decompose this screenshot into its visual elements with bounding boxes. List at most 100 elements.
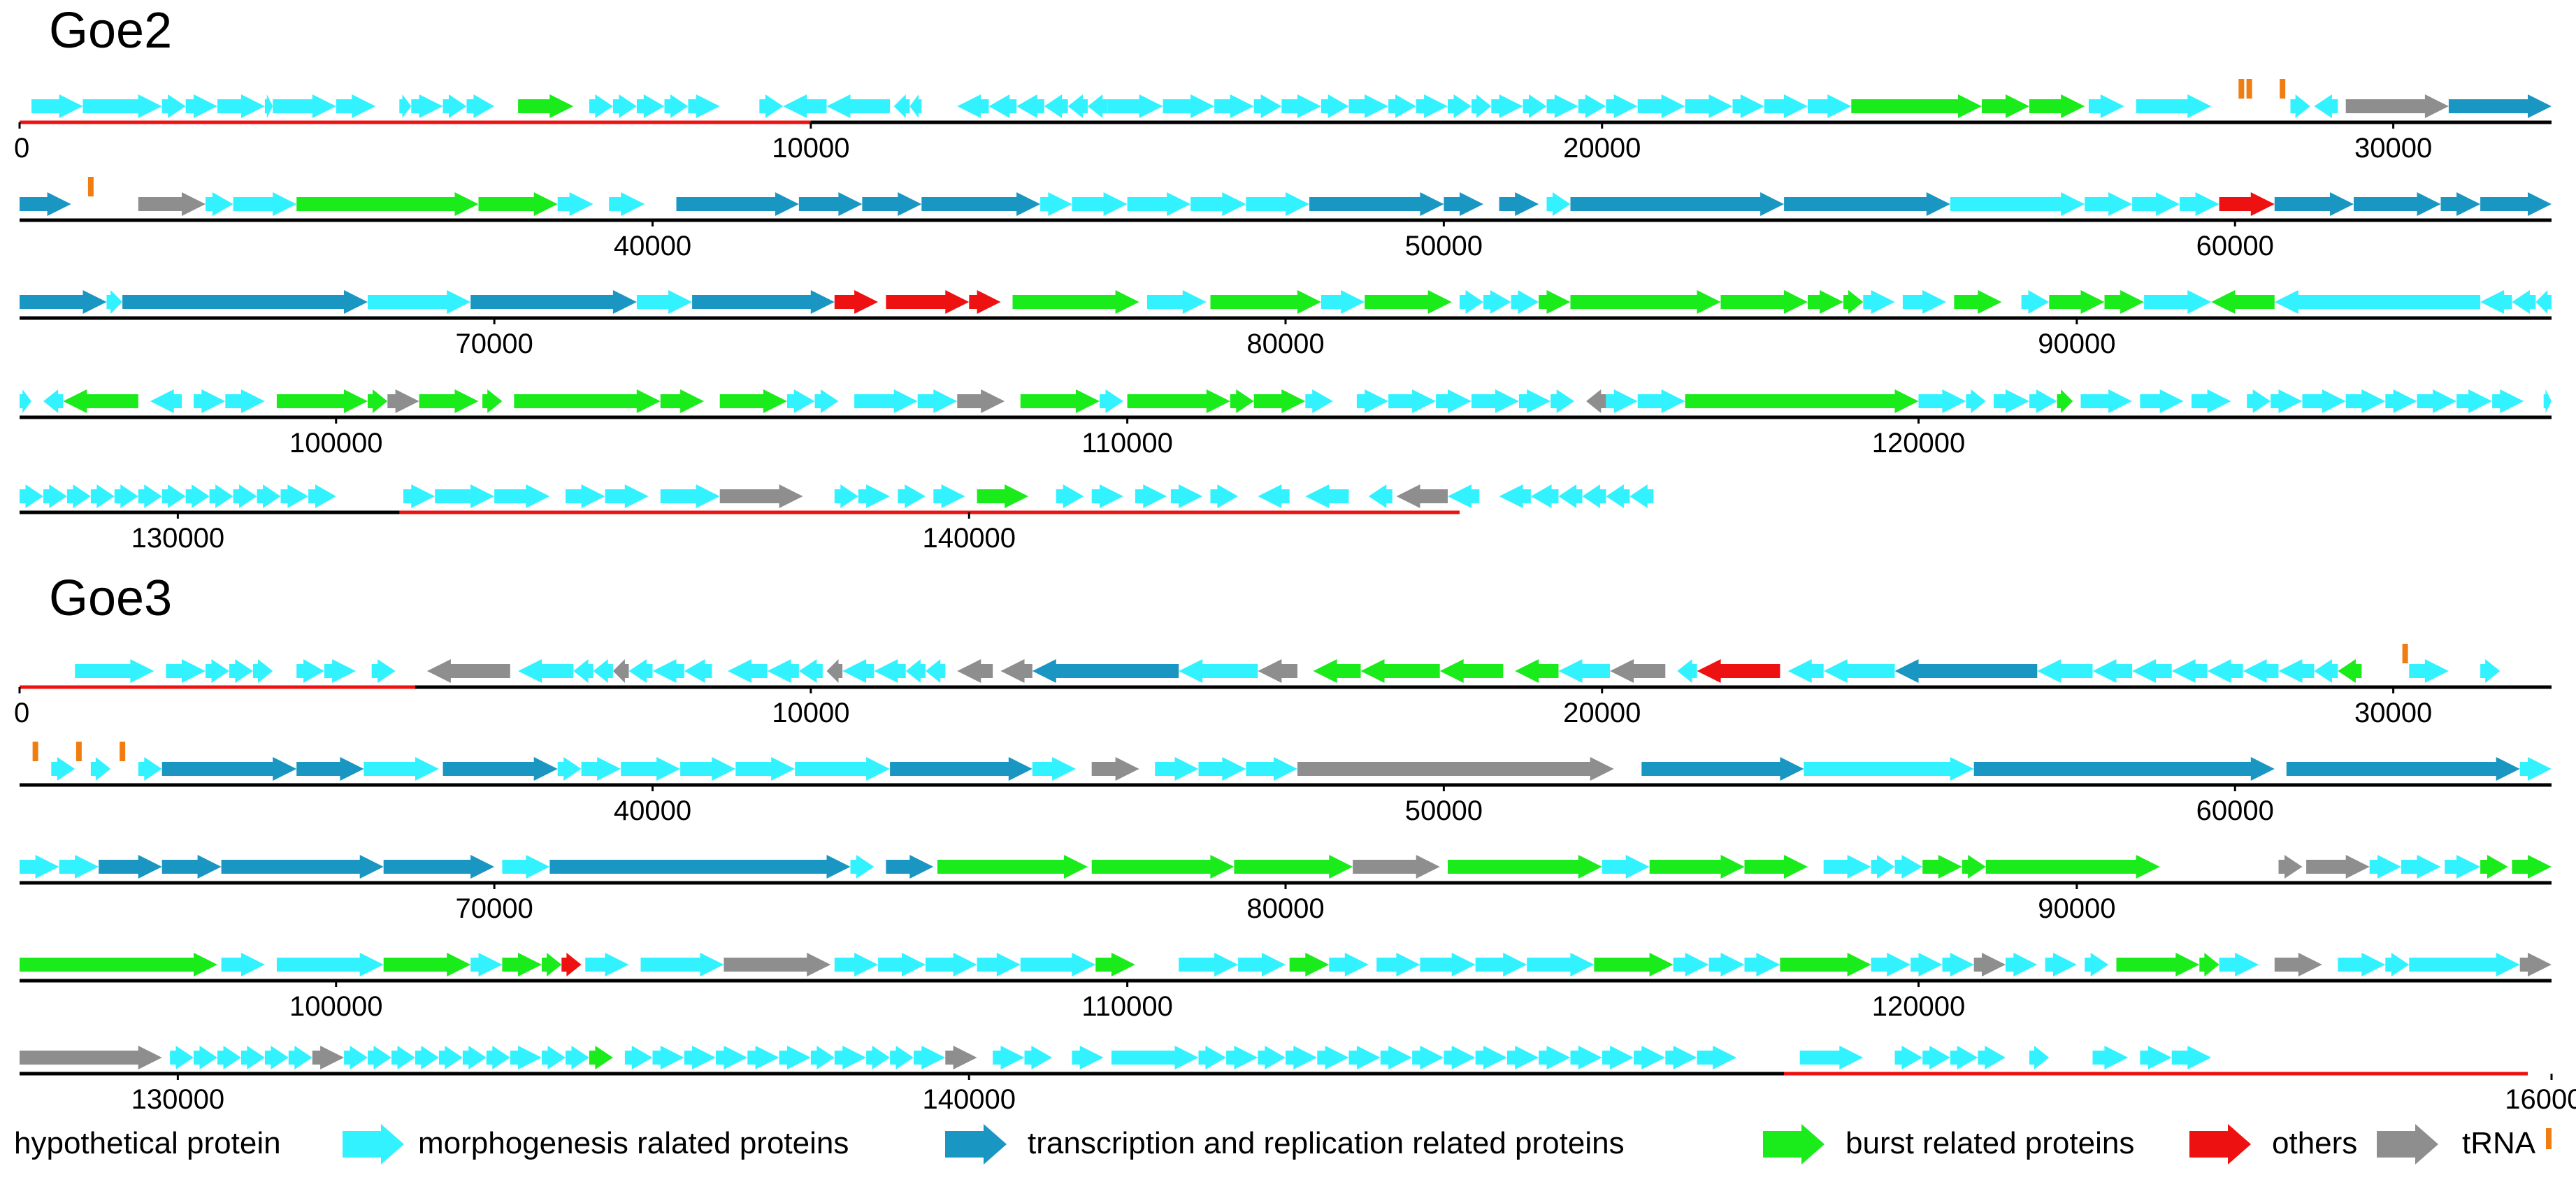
gene-arrow-transcription xyxy=(1020,389,1100,413)
gene-arrow-hypothetical xyxy=(1966,389,1986,413)
gene-arrow-transcription xyxy=(2480,855,2508,879)
gene-arrow-hypothetical xyxy=(566,484,605,508)
gene-arrow-hypothetical xyxy=(1135,484,1167,508)
gene-arrow-hypothetical xyxy=(1044,94,1068,118)
gene-arrow-hypothetical xyxy=(206,659,229,683)
gene-arrow-hypothetical xyxy=(557,757,582,781)
gene-arrow-hypothetical xyxy=(368,290,471,314)
gene-arrow-hypothetical xyxy=(1685,94,1733,118)
gene-arrow-hypothetical xyxy=(1673,953,1709,976)
gene-arrow-hypothetical xyxy=(728,659,768,683)
tick-label: 130000 xyxy=(131,523,224,554)
gene-arrow-morphogenesis xyxy=(161,855,222,879)
gene-arrow-transcription xyxy=(2199,953,2219,976)
gene-arrow-hypothetical xyxy=(1376,953,1420,976)
gene-arrow-morphogenesis xyxy=(886,855,934,879)
gene-arrow-hypothetical xyxy=(1388,389,1437,413)
gene-arrow-hypothetical xyxy=(1321,290,1365,314)
gene-arrow-hypothetical xyxy=(344,1046,368,1069)
gene-arrow-hypothetical xyxy=(399,94,412,118)
gene-arrow-hypothetical xyxy=(2519,757,2552,781)
gene-arrow-hypothetical xyxy=(898,484,926,508)
gene-arrow-hypothetical xyxy=(1448,484,1480,508)
gene-arrow-hypothetical xyxy=(2369,855,2401,879)
gene-arrow-transcription xyxy=(368,389,388,413)
gene-arrow-transcription xyxy=(1095,953,1135,976)
gene-arrow-transcription xyxy=(1289,953,1330,976)
gene-arrow-hypothetical xyxy=(1918,389,1966,413)
tick-label: 100000 xyxy=(289,428,382,459)
gene-arrow-hypothetical xyxy=(905,659,926,683)
gene-arrow-hypothetical xyxy=(2136,94,2212,118)
gene-arrow-others xyxy=(945,1046,977,1069)
gene-arrow-others xyxy=(426,659,510,683)
tick-label: 140000 xyxy=(923,523,1016,554)
gene-arrow-hypothetical xyxy=(217,94,265,118)
gene-arrow-hypothetical xyxy=(59,855,99,879)
gene-arrow-others xyxy=(957,389,1005,413)
gene-arrow-hypothetical xyxy=(1258,1046,1286,1069)
tick-label: 60000 xyxy=(2196,795,2274,826)
gene-arrow-others xyxy=(2306,855,2370,879)
legend-swatch-burst xyxy=(2189,1124,2251,1165)
gene-arrow-hypothetical xyxy=(264,94,273,118)
gene-arrow-hypothetical xyxy=(684,659,712,683)
gene-arrow-others xyxy=(387,389,419,413)
gene-arrow-hypothetical xyxy=(1523,94,1547,118)
gene-arrow-hypothetical xyxy=(1804,757,1974,781)
gene-arrow-hypothetical xyxy=(264,1046,289,1069)
gene-arrow-hypothetical xyxy=(2171,1046,2212,1069)
gene-arrow-transcription xyxy=(542,953,562,976)
gene-arrow-hypothetical xyxy=(518,659,574,683)
gene-arrow-hypothetical xyxy=(1491,94,1523,118)
gene-arrow-hypothetical xyxy=(1871,953,1911,976)
gene-arrow-hypothetical xyxy=(1100,389,1123,413)
gene-arrow-hypothetical xyxy=(2140,1046,2172,1069)
gene-arrow-hypothetical xyxy=(2144,290,2212,314)
gene-arrow-hypothetical xyxy=(1024,1046,1053,1069)
gene-arrow-hypothetical xyxy=(462,1046,487,1069)
tick-label: 30000 xyxy=(2354,698,2432,728)
gene-arrow-hypothetical xyxy=(2080,389,2133,413)
gene-arrow-hypothetical xyxy=(510,1046,542,1069)
tick-label: 90000 xyxy=(2038,893,2115,924)
gene-arrow-hypothetical xyxy=(2037,659,2093,683)
gene-arrow-hypothetical xyxy=(1764,94,1808,118)
gene-arrow-hypothetical xyxy=(1258,484,1290,508)
gene-arrow-transcription xyxy=(482,389,503,413)
gene-arrow-hypothetical xyxy=(1578,94,1606,118)
gene-arrow-hypothetical xyxy=(2290,94,2310,118)
gene-arrow-hypothetical xyxy=(90,484,115,508)
gene-arrow-transcription xyxy=(1808,290,1843,314)
gene-arrow-hypothetical xyxy=(834,484,858,508)
gene-arrow-hypothetical xyxy=(573,659,593,683)
gene-arrow-hypothetical xyxy=(1922,1046,1950,1069)
gene-arrow-transcription xyxy=(1539,290,1571,314)
gene-arrow-hypothetical xyxy=(1546,94,1578,118)
gene-arrow-transcription xyxy=(2104,290,2145,314)
gene-arrow-hypothetical xyxy=(874,659,906,683)
gene-arrow-hypothetical xyxy=(2219,953,2259,976)
gene-arrow-hypothetical xyxy=(240,1046,265,1069)
gene-arrow-hypothetical xyxy=(810,1046,835,1069)
gene-arrow-hypothetical xyxy=(1348,94,1389,118)
gene-arrow-transcription xyxy=(2057,389,2073,413)
gene-arrow-morphogenesis xyxy=(442,757,558,781)
gene-arrow-hypothetical xyxy=(1911,953,1943,976)
gene-arrow-transcription xyxy=(1962,855,1986,879)
gene-arrow-hypothetical xyxy=(486,1046,510,1069)
gene-arrow-others xyxy=(612,659,629,683)
tick-label: 10000 xyxy=(772,133,849,164)
gene-arrow-others xyxy=(719,484,803,508)
gene-arrow-hypothetical xyxy=(296,659,324,683)
gene-arrow-hypothetical xyxy=(814,389,839,413)
gene-arrow-hypothetical xyxy=(1146,290,1207,314)
gene-arrow-transcription xyxy=(1685,389,1919,413)
gene-arrow-hypothetical xyxy=(221,953,265,976)
tick-label: 90000 xyxy=(2038,329,2115,359)
legend-swatch-morphogenesis xyxy=(945,1124,1007,1165)
gene-arrow-morphogenesis xyxy=(296,757,364,781)
gene-arrow-hypothetical xyxy=(225,389,265,413)
gene-arrow-hypothetical xyxy=(1582,484,1606,508)
